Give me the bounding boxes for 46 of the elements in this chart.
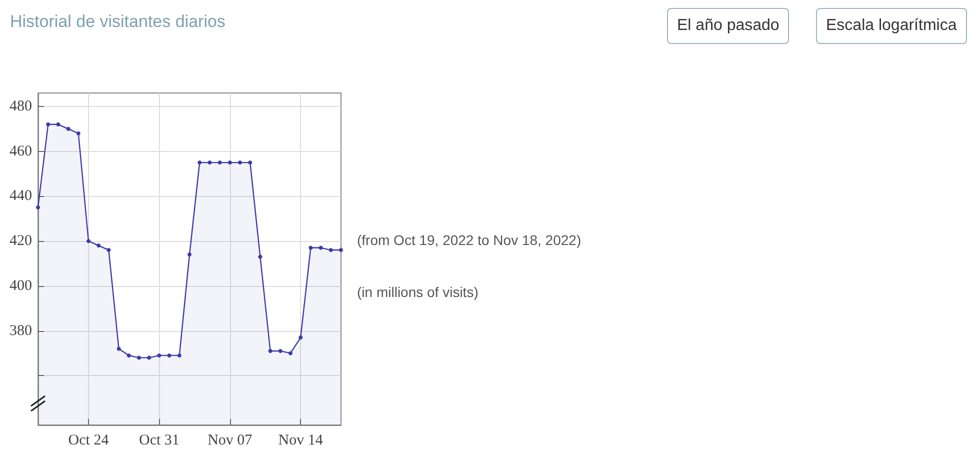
point — [188, 252, 192, 257]
point — [157, 353, 162, 358]
point — [298, 336, 303, 340]
text: (in millions of visits) — [357, 284, 478, 300]
x-tick-label: Oct 31 — [138, 432, 180, 448]
point — [248, 160, 252, 165]
point — [167, 353, 172, 358]
point — [106, 248, 111, 252]
y-tick-label: 380 — [10, 322, 32, 339]
point — [198, 160, 202, 165]
point — [36, 205, 40, 210]
point — [56, 122, 60, 126]
x-tick-label: Nov 14 — [278, 432, 324, 448]
point — [308, 246, 313, 250]
point — [147, 356, 152, 360]
point — [46, 122, 50, 126]
point — [228, 160, 232, 165]
y-tick-label: 420 — [10, 233, 32, 250]
chart-title: Historial de visitantes diarios — [10, 12, 226, 32]
point — [278, 348, 282, 353]
point — [96, 244, 101, 248]
point — [268, 348, 272, 353]
point — [208, 160, 212, 165]
point — [328, 248, 333, 252]
point — [66, 126, 70, 131]
text: (from Oct 19, 2022 to Nov 18, 2022) — [357, 232, 582, 248]
y-tick-label: 400 — [10, 278, 32, 294]
x-tick-label: Oct 24 — [68, 432, 110, 448]
point — [137, 356, 141, 360]
point — [126, 353, 131, 358]
point — [288, 351, 292, 356]
point — [86, 239, 90, 244]
point — [116, 346, 121, 351]
text: Escala logarítmica — [816, 8, 967, 44]
point — [218, 160, 222, 165]
point — [318, 246, 323, 250]
y-tick-label: 440 — [10, 188, 32, 204]
y-tick-label: 480 — [10, 98, 32, 114]
text: El año pasado — [667, 8, 790, 44]
point — [76, 131, 80, 136]
point — [177, 353, 182, 358]
point — [339, 248, 343, 252]
y-tick-label: 460 — [10, 143, 32, 160]
x-tick-label: Nov 07 — [208, 432, 253, 448]
point — [238, 160, 242, 165]
point — [258, 254, 262, 259]
